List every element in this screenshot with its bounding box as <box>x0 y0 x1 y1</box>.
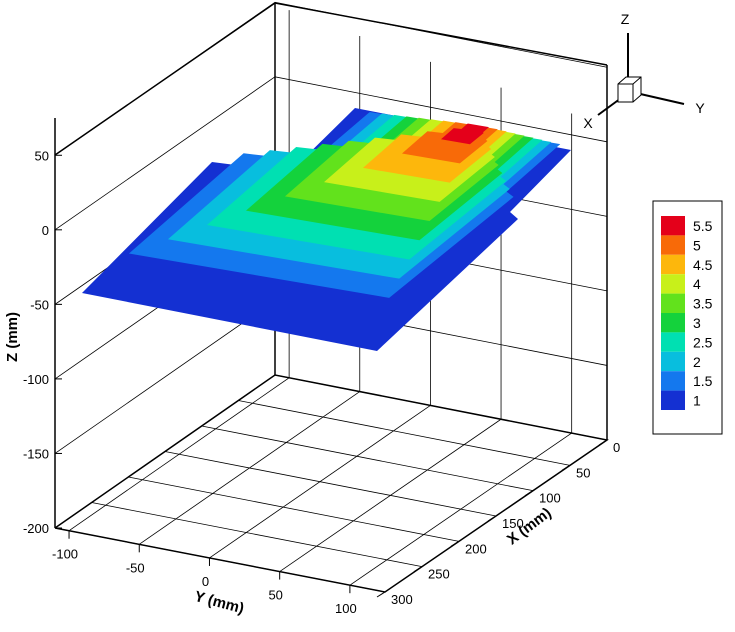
legend-swatch <box>661 371 685 391</box>
x-tick-label: 100 <box>539 491 561 506</box>
legend-swatch <box>661 235 685 255</box>
legend-swatch <box>661 332 685 352</box>
z-tick-label: -150 <box>23 446 49 461</box>
x-tick-label: 200 <box>465 541 487 556</box>
z-tick-label: 0 <box>42 223 49 238</box>
floor-grid-x <box>238 400 571 466</box>
legend-swatch <box>661 390 685 410</box>
x-tick-mark <box>524 490 534 497</box>
triad-x-label: X <box>583 115 593 131</box>
legend-label: 2 <box>693 354 701 370</box>
legend-label: 5.5 <box>693 218 713 234</box>
z-tick-label: -50 <box>30 297 49 312</box>
contour-level-1 <box>440 123 489 145</box>
y-tick-label: 0 <box>202 574 209 589</box>
x-tick-mark <box>450 540 460 547</box>
legend-label: 1.5 <box>693 373 713 389</box>
y-axis: -100 -50 0 50 100 Y (mm) <box>52 530 357 618</box>
legend-swatch <box>661 254 685 275</box>
legend: 5.5 5 4.5 4 3.5 3 2.5 2 1.5 1 <box>652 200 723 435</box>
axis-triad: Z X Y <box>583 11 705 131</box>
x-tick-mark <box>487 515 497 522</box>
wall-grid-z <box>54 76 608 231</box>
y-tick-label: -50 <box>126 560 145 575</box>
z-tick-label: -100 <box>23 372 49 387</box>
wall-grid-z <box>54 1 608 156</box>
z-axis: 50 0 -50 -100 -150 -200 Z (mm) <box>4 148 62 536</box>
legend-swatch <box>661 313 685 333</box>
legend-label: 5 <box>693 237 701 253</box>
legend-label: 4 <box>693 276 701 292</box>
y-axis-label: Y (mm) <box>193 588 246 618</box>
triad-cube-icon <box>617 76 642 103</box>
legend-label: 2.5 <box>693 334 713 350</box>
z-tick-label: -200 <box>23 521 49 536</box>
x-tick-mark <box>413 566 423 573</box>
legend-label: 3 <box>693 315 701 331</box>
legend-swatch <box>661 216 685 236</box>
floor-grid-x <box>164 451 497 517</box>
legend-swatch <box>661 274 685 294</box>
z-axis-label: Z (mm) <box>4 312 21 362</box>
z-tick-label: 50 <box>35 148 49 163</box>
x-tick-mark <box>598 439 608 446</box>
floor-grid-x <box>54 527 386 593</box>
y-tick-label: 100 <box>335 601 357 616</box>
legend-label: 3.5 <box>693 296 713 312</box>
floor-grid-x <box>128 476 460 542</box>
x-tick-label: 0 <box>613 440 620 455</box>
y-tick-label: -100 <box>52 547 78 562</box>
legend-swatch <box>661 293 685 313</box>
x-tick-label: 150 <box>502 516 524 531</box>
x-tick-mark <box>376 591 386 598</box>
floor-grid-x <box>201 425 534 492</box>
legend-label: 1 <box>693 393 701 409</box>
wall-grid-z <box>54 374 608 529</box>
x-tick-label: 250 <box>428 567 450 582</box>
floor-grid-x <box>91 502 423 568</box>
legend-label: 4.5 <box>693 257 713 273</box>
y-tick-label: 50 <box>268 588 282 603</box>
x-tick-mark <box>561 464 571 471</box>
triad-y-label: Y <box>695 100 705 116</box>
contour-surface <box>82 108 571 351</box>
x-tick-label: 50 <box>576 465 590 480</box>
triad-z-label: Z <box>621 11 630 27</box>
legend-swatch <box>661 351 685 372</box>
x-tick-label: 300 <box>391 592 413 607</box>
